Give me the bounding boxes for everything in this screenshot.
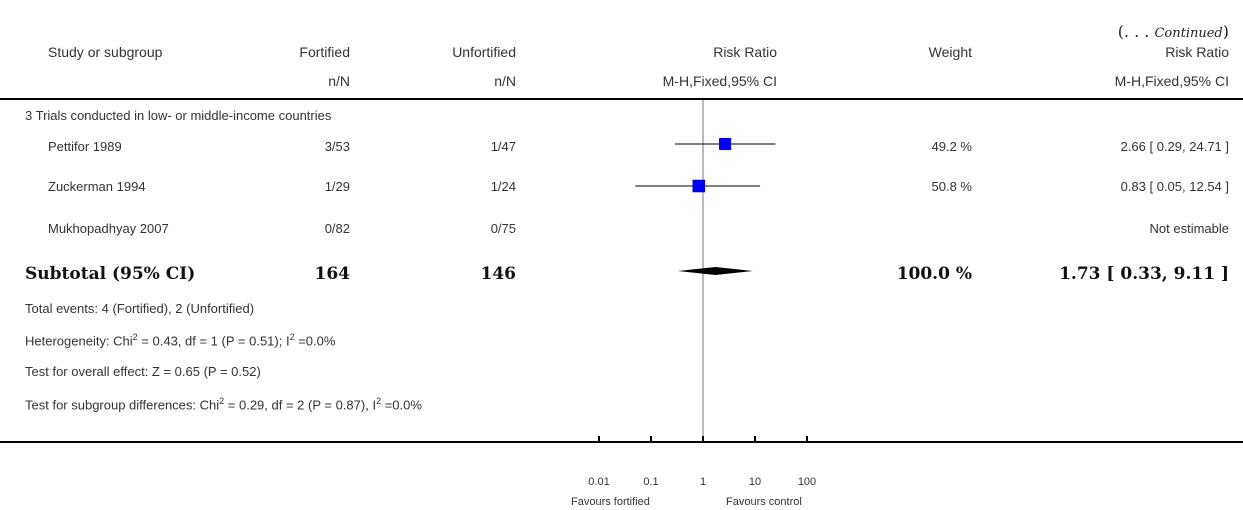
study-weight: 50.8 % [931, 179, 972, 194]
pooled-diamond [677, 267, 753, 275]
x-tick-label: 10 [748, 476, 762, 488]
favours-control: Favours control [726, 496, 802, 508]
header-rr-method: M-H,Fixed,95% CI [662, 73, 777, 89]
study-ci: 2.66 [ 0.29, 24.71 ] [1120, 139, 1229, 154]
subtotal-weight: 100.0 % [896, 264, 972, 284]
favours-fortified: Favours fortified [571, 496, 650, 508]
header-rule [0, 98, 1243, 100]
overall-effect: Test for overall effect: Z = 0.65 (P = 0… [25, 364, 261, 379]
study-unfortified: 1/47 [490, 139, 516, 154]
study-unfortified: 0/75 [490, 221, 516, 236]
total-events: Total events: 4 (Fortified), 2 (Unfortif… [25, 301, 255, 316]
study-marker [719, 137, 732, 151]
subtotal-fortified: 164 [314, 264, 351, 284]
x-tick-label: 100 [797, 476, 817, 488]
study-ci: 0.83 [ 0.05, 12.54 ] [1120, 179, 1229, 194]
study-ci: Not estimable [1149, 221, 1229, 236]
header-fortified-sub: n/N [328, 73, 350, 89]
study-unfortified: 1/24 [490, 179, 516, 194]
study-name: Pettifor 1989 [48, 139, 122, 154]
header-risk-ratio-ci: Risk Ratio [1165, 44, 1229, 60]
study-name: Mukhopadhyay 2007 [48, 221, 169, 236]
header-rr2-method: M-H,Fixed,95% CI [1114, 73, 1229, 89]
study-marker [692, 179, 706, 193]
subtotal-unfortified: 146 [480, 264, 517, 284]
subgroup-differences: Test for subgroup differences: Chi2 = 0.… [25, 396, 422, 413]
x-tick-label: 0.1 [643, 476, 659, 488]
subgroup-title: 3 Trials conducted in low- or middle-inc… [25, 108, 332, 123]
study-fortified: 0/82 [324, 221, 350, 236]
heterogeneity: Heterogeneity: Chi2 = 0.43, df = 1 (P = … [25, 332, 336, 349]
subtotal-ci: 1.73 [ 0.33, 9.11 ] [1059, 264, 1229, 284]
study-weight: 49.2 % [931, 139, 972, 154]
header-weight: Weight [928, 44, 972, 60]
study-name: Zuckerman 1994 [48, 179, 146, 194]
x-tick-label: 0.01 [588, 476, 610, 488]
header-study: Study or subgroup [48, 44, 163, 60]
header-fortified: Fortified [299, 44, 350, 60]
continued-label: (. . . Continued) [1117, 22, 1229, 41]
header-unfortified-sub: n/N [494, 73, 516, 89]
subtotal-label: Subtotal (95% CI) [25, 264, 196, 284]
header-unfortified: Unfortified [452, 44, 516, 60]
x-tick-label: 1 [699, 476, 707, 488]
study-fortified: 3/53 [324, 139, 350, 154]
header-risk-ratio: Risk Ratio [713, 44, 777, 60]
study-fortified: 1/29 [324, 179, 350, 194]
